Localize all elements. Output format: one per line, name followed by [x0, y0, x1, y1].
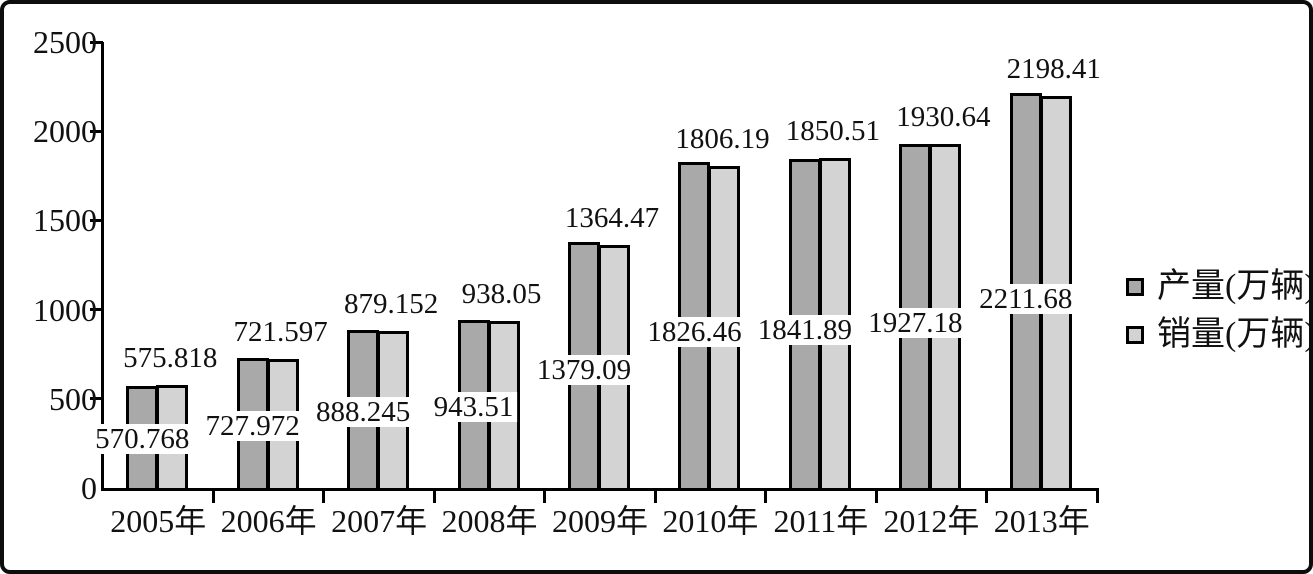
value-label-sales: 1364.47	[564, 201, 660, 234]
production-swatch-icon	[1126, 278, 1144, 296]
y-axis-tick	[90, 129, 103, 133]
value-label-sales: 575.818	[123, 342, 218, 375]
y-axis-line	[101, 42, 104, 491]
x-category-label: 2005年	[110, 503, 207, 539]
value-label-production: 1379.09	[532, 354, 636, 385]
value-label-production: 1826.46	[643, 316, 746, 347]
legend-label-production: 产量(万辆)	[1157, 268, 1313, 305]
value-label-sales: 879.152	[343, 288, 439, 321]
legend-item-production: 产量(万辆)	[1126, 268, 1313, 306]
x-category-label: 2011年	[773, 503, 869, 539]
value-label-sales: 2198.41	[1006, 52, 1101, 85]
value-label-production: 1927.18	[864, 307, 967, 338]
x-axis-tick	[764, 488, 768, 503]
y-tick-label: 0	[81, 470, 97, 506]
x-axis-tick	[874, 488, 878, 503]
x-axis-tick	[432, 488, 436, 503]
value-label-production: 1841.89	[753, 315, 856, 346]
y-tick-label: 1000	[33, 291, 97, 328]
value-label-production: 943.51	[429, 392, 518, 423]
x-axis-tick	[985, 488, 989, 503]
x-axis-tick	[653, 488, 657, 503]
x-category-label: 2013年	[993, 503, 1090, 539]
value-label-sales: 1850.51	[785, 114, 880, 147]
x-axis-tick	[322, 488, 326, 503]
value-label-production: 570.768	[91, 424, 194, 455]
value-label-sales: 721.597	[233, 316, 328, 349]
x-category-label: 2009年	[551, 503, 648, 539]
value-label-production: 888.245	[311, 396, 415, 427]
y-tick-label: 1500	[33, 202, 97, 239]
sales-swatch-icon	[1126, 326, 1144, 344]
x-axis-tick	[1095, 488, 1099, 503]
y-axis-tick	[90, 218, 103, 222]
y-axis-tick	[90, 40, 103, 44]
value-label-production: 727.972	[201, 410, 304, 441]
y-tick-label: 2000	[33, 113, 97, 150]
x-category-label: 2012年	[883, 503, 980, 539]
value-label-sales: 938.05	[461, 277, 542, 310]
legend-label-sales: 销量(万辆)	[1157, 316, 1313, 353]
x-category-label: 2007年	[331, 503, 428, 539]
legend: 产量(万辆) 销量(万辆)	[1126, 268, 1313, 354]
x-category-label: 2008年	[441, 503, 538, 539]
x-axis-tick	[211, 488, 215, 503]
y-axis-tick	[90, 397, 103, 401]
y-tick-label: 500	[49, 380, 97, 417]
value-label-production: 2211.68	[975, 283, 1077, 314]
x-axis-tick	[543, 488, 547, 503]
y-axis-tick	[90, 308, 103, 312]
legend-item-sales: 销量(万辆)	[1126, 316, 1313, 354]
value-label-sales: 1806.19	[675, 122, 770, 155]
value-label-sales: 1930.64	[896, 100, 991, 133]
x-category-label: 2010年	[662, 503, 759, 539]
x-category-label: 2006年	[220, 503, 317, 539]
y-tick-label: 2500	[33, 24, 97, 60]
